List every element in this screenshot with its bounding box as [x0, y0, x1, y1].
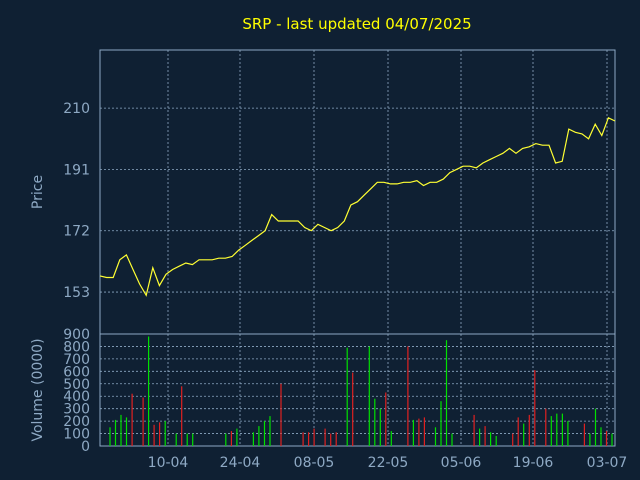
price-tick-label: 172	[63, 224, 90, 240]
price-axis-label: Price	[30, 175, 46, 209]
price-line	[99, 116, 616, 297]
date-tick-label: 10-04	[148, 455, 189, 471]
volume-gridlines	[100, 334, 615, 446]
chart-title: SRP - last updated 04/07/2025	[242, 15, 471, 33]
volume-tick-label: 700	[63, 352, 90, 368]
volume-tick-label: 100	[63, 427, 90, 443]
date-tick-label: 19-06	[513, 455, 554, 471]
volume-tick-label: 800	[63, 339, 90, 355]
volume-tick-label: 900	[63, 327, 90, 343]
volume-tick-label: 600	[63, 364, 90, 380]
volume-panel-frame	[99, 333, 616, 447]
date-tick-label: 24-04	[220, 455, 261, 471]
price-panel-frame	[99, 49, 616, 335]
volume-tick-label: 500	[63, 377, 90, 393]
price-tick-label: 153	[63, 285, 90, 301]
price-tick-label: 191	[63, 162, 90, 178]
price-tick-labels: 153 172 191 210	[63, 101, 90, 301]
volume-axis-label: Volume (0000)	[30, 338, 46, 441]
volume-tick-label: 200	[63, 414, 90, 430]
volume-tick-label: 400	[63, 389, 90, 405]
date-tick-label: 22-05	[368, 455, 409, 471]
date-tick-label: 05-06	[441, 455, 482, 471]
volume-tick-label: 300	[63, 402, 90, 418]
volume-tick-label: 0	[81, 439, 90, 455]
date-tick-label: 03-07	[587, 455, 628, 471]
date-tick-labels: 10-04 24-04 08-05 22-05 05-06 19-06 03-07	[148, 455, 628, 471]
price-tick-label: 210	[63, 101, 90, 117]
date-tick-label: 08-05	[294, 455, 335, 471]
price-gridlines	[100, 50, 615, 334]
volume-bars	[109, 336, 613, 446]
